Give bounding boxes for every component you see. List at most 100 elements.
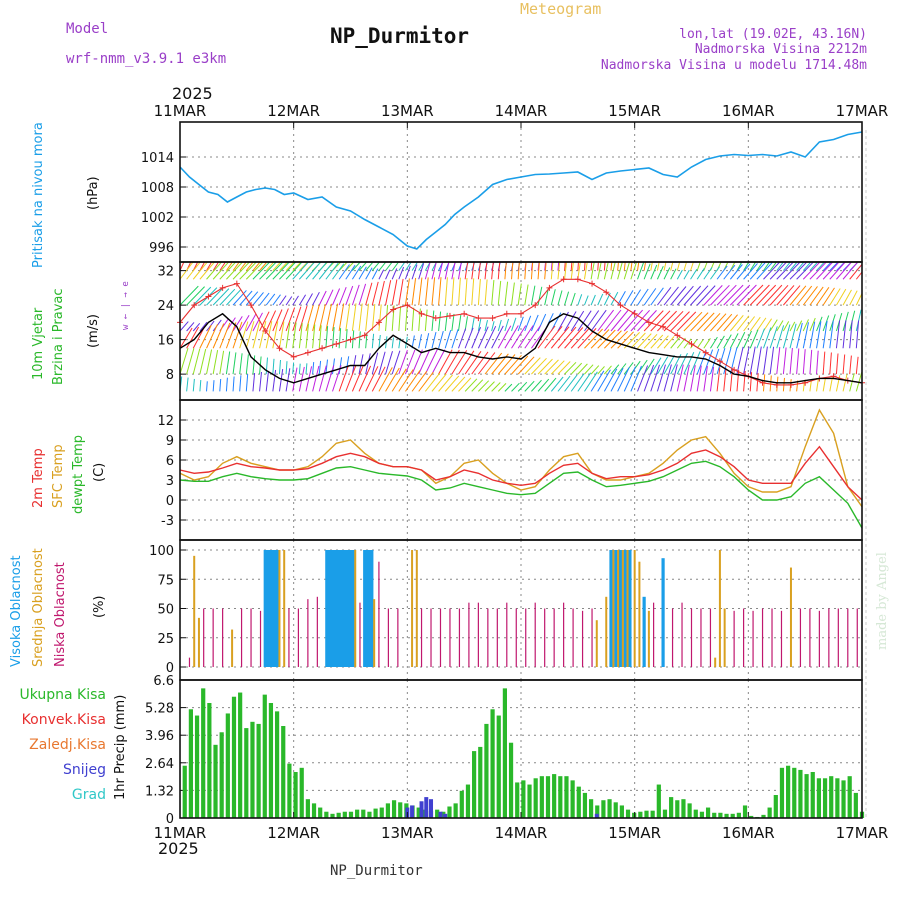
wind-arrow bbox=[736, 262, 743, 271]
wind-arrow bbox=[385, 280, 392, 306]
precip-total-bar bbox=[219, 732, 224, 818]
wind-arrow bbox=[776, 320, 784, 332]
wind-arrow bbox=[802, 322, 809, 349]
x-tick-top: 15MAR bbox=[608, 102, 661, 120]
wind-arrow bbox=[491, 262, 494, 280]
wind-arrow bbox=[663, 267, 671, 280]
wind-arrow bbox=[418, 334, 422, 349]
wind-arrow bbox=[762, 346, 768, 375]
wind-arrow bbox=[550, 360, 565, 375]
precip-ytick: 5.28 bbox=[145, 702, 174, 717]
x-tick-top: 13MAR bbox=[381, 102, 434, 120]
wind-arrow bbox=[199, 262, 206, 271]
wind-gust-marker bbox=[702, 349, 709, 356]
wind-arrow bbox=[318, 360, 322, 375]
wind-arrow bbox=[411, 262, 419, 271]
precip-total-bar bbox=[342, 811, 347, 818]
wind-arrow bbox=[497, 383, 507, 392]
cloud-low-bar bbox=[752, 610, 754, 667]
precip-total-bar bbox=[502, 688, 507, 818]
precip-total-bar bbox=[508, 742, 514, 818]
wind-arrow bbox=[212, 323, 225, 349]
wind-arrow bbox=[180, 327, 193, 349]
cloud-low-bar bbox=[581, 610, 584, 667]
precip-total-bar bbox=[595, 805, 600, 818]
wind-arrow bbox=[345, 365, 357, 392]
wind-arrow bbox=[710, 336, 718, 349]
wind-arrow bbox=[564, 291, 570, 306]
wind-arrow bbox=[524, 380, 535, 392]
wind-arrow bbox=[531, 379, 542, 392]
wind-arrow bbox=[703, 338, 711, 349]
precip-snow-bar bbox=[410, 805, 415, 818]
wind-arrow bbox=[318, 325, 322, 349]
wind-arrow bbox=[683, 364, 690, 392]
precip-total-bar bbox=[281, 726, 286, 818]
wind-arrow bbox=[464, 378, 478, 392]
wind-arrow bbox=[332, 303, 339, 332]
wind-arrow bbox=[252, 320, 261, 349]
wind-arrow bbox=[584, 364, 594, 375]
wind-arrow bbox=[418, 262, 425, 271]
cloud-ytick: 25 bbox=[157, 632, 174, 647]
wind-gust-marker bbox=[603, 289, 610, 296]
precip-total-bar bbox=[361, 809, 366, 818]
precip-total-bar bbox=[712, 812, 717, 818]
wind-arrow bbox=[325, 289, 334, 306]
wind-arrow bbox=[245, 313, 257, 332]
wind-arrow bbox=[504, 262, 507, 280]
wind-arrow bbox=[630, 365, 642, 392]
wind-arrow bbox=[391, 268, 398, 280]
wind-arrow bbox=[597, 262, 599, 271]
cloud-high-bar bbox=[614, 550, 618, 667]
wind-arrow bbox=[809, 317, 816, 332]
cloud-mid-bar bbox=[373, 599, 376, 667]
precip-total-bar bbox=[287, 763, 292, 818]
wind-arrow bbox=[312, 365, 320, 392]
wind-arrow bbox=[657, 335, 669, 349]
wind-arrow bbox=[617, 367, 630, 392]
wind-arrow bbox=[504, 318, 510, 332]
precip-total-bar bbox=[724, 813, 729, 818]
wind-arrow bbox=[180, 321, 189, 332]
cloud-mid-bar bbox=[723, 608, 726, 667]
wind-arrow bbox=[789, 347, 793, 375]
precip-legend-convective: Konvek.Kisa bbox=[22, 712, 106, 728]
precip-total-bar bbox=[607, 799, 612, 818]
cloud-mid-bar bbox=[789, 567, 792, 667]
wind-arrow bbox=[816, 287, 830, 306]
temp-2m-line bbox=[179, 445, 863, 501]
wind-arrow bbox=[232, 376, 235, 392]
precip-ytick: 6.6 bbox=[153, 674, 174, 689]
precip-total-bar bbox=[527, 784, 532, 818]
wind-arrow bbox=[564, 374, 578, 392]
wind-arrow bbox=[491, 280, 495, 306]
wind-arrow bbox=[464, 262, 469, 280]
cloud-low-bar bbox=[690, 608, 693, 667]
precip-total-bar bbox=[336, 812, 341, 818]
wind-arrow bbox=[583, 295, 589, 306]
wind-arrow bbox=[457, 277, 461, 306]
wind-arrow bbox=[829, 320, 834, 349]
wind-arrow bbox=[338, 303, 345, 332]
wind-arrow bbox=[365, 282, 373, 306]
wind-arrow bbox=[836, 262, 853, 280]
wind-arrow bbox=[192, 262, 199, 271]
precip-total-bar bbox=[656, 784, 661, 818]
wind-arrow bbox=[809, 321, 816, 349]
wind-arrow bbox=[763, 262, 781, 280]
wind-arrow bbox=[511, 325, 527, 349]
precip-total-bar bbox=[545, 776, 551, 818]
pressure-line bbox=[179, 131, 863, 250]
precip-total-bar bbox=[231, 696, 237, 818]
cloud-mid-bar bbox=[617, 550, 620, 667]
wind-arrow bbox=[219, 378, 222, 392]
wind-arrow bbox=[285, 307, 296, 332]
wind-arrow bbox=[544, 377, 557, 392]
wind-arrow bbox=[186, 377, 189, 392]
temp-side-label-1: 2m Temp bbox=[31, 448, 46, 508]
wind-arrow bbox=[232, 316, 243, 332]
wind-arrow bbox=[643, 263, 651, 280]
precip-total-bar bbox=[564, 776, 569, 818]
wind-arrow bbox=[603, 262, 606, 271]
